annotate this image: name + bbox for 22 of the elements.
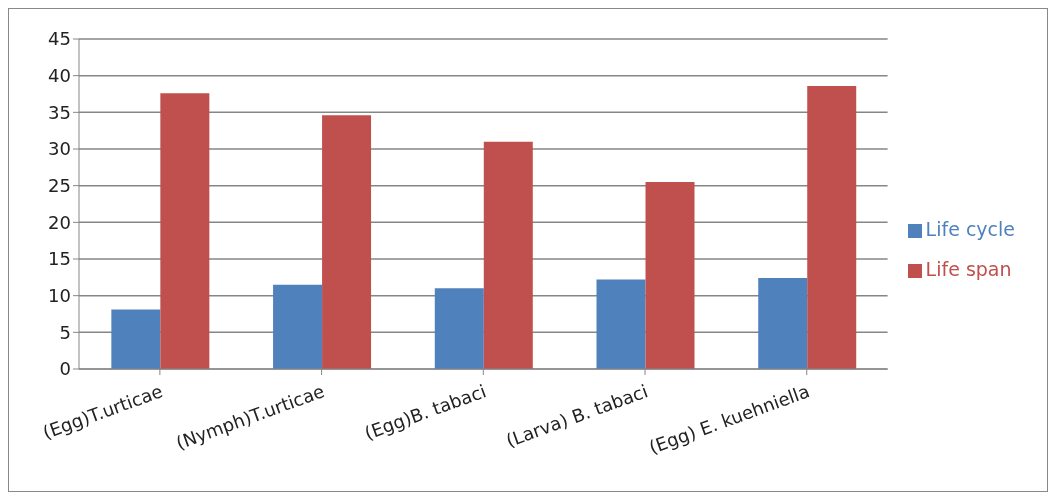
y-tick-label: 35 [48, 101, 71, 123]
y-tick-label: 30 [48, 138, 71, 160]
y-tick-label: 5 [59, 321, 71, 343]
y-tick-label: 15 [48, 248, 71, 270]
bar [645, 182, 695, 369]
y-tick-label: 45 [48, 28, 71, 50]
y-tick-label: 25 [48, 175, 71, 197]
bar [807, 85, 857, 369]
bar [160, 93, 210, 369]
y-tick-label: 40 [48, 65, 71, 87]
legend-label: Life span [925, 258, 1012, 280]
bar [273, 284, 323, 369]
bar [322, 115, 372, 369]
bar [596, 279, 646, 369]
y-tick-label: 0 [59, 358, 71, 380]
y-tick-label: 20 [48, 211, 71, 233]
bar [434, 288, 484, 369]
bar [758, 278, 808, 369]
y-tick-label: 10 [48, 285, 71, 307]
bar [111, 309, 161, 369]
bar [483, 141, 533, 369]
legend-label: Life cycle [925, 218, 1015, 240]
